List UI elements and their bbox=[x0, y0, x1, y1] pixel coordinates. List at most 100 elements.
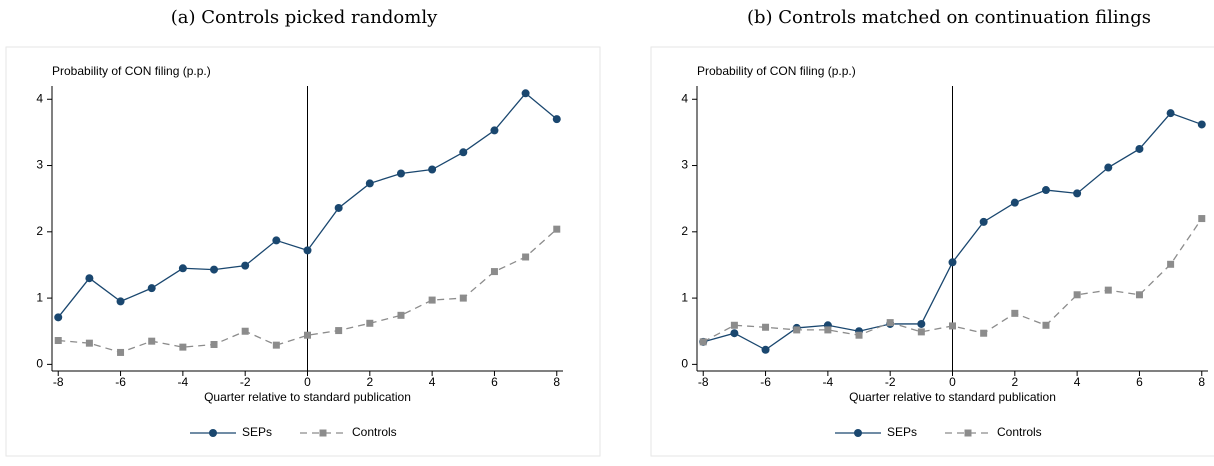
y-tick-label: 2 bbox=[681, 224, 688, 238]
marker bbox=[241, 261, 250, 270]
x-tick-label: -4 bbox=[178, 375, 189, 389]
marker bbox=[855, 331, 863, 339]
marker bbox=[272, 341, 280, 349]
marker bbox=[1104, 163, 1113, 172]
x-axis-label: Quarter relative to standard publication bbox=[849, 390, 1056, 404]
marker bbox=[490, 126, 499, 135]
marker bbox=[490, 268, 498, 276]
x-tick-label: -2 bbox=[240, 375, 251, 389]
marker bbox=[762, 323, 770, 331]
legend-label: SEPs bbox=[242, 425, 272, 439]
marker bbox=[980, 329, 988, 337]
panel-frame bbox=[5, 46, 601, 457]
marker bbox=[1167, 260, 1175, 268]
y-tick-label: 4 bbox=[681, 91, 688, 105]
legend-marker bbox=[964, 429, 972, 437]
marker bbox=[522, 253, 530, 261]
x-tick-label: -6 bbox=[115, 375, 126, 389]
marker bbox=[459, 294, 467, 302]
marker bbox=[1073, 291, 1081, 299]
marker bbox=[886, 319, 894, 327]
panel: (b) Controls matched on continuation fil… bbox=[650, 7, 1214, 457]
panel: (a) Controls picked randomly Probability … bbox=[5, 7, 601, 457]
x-tick-label: 0 bbox=[949, 375, 956, 389]
marker bbox=[793, 326, 801, 334]
x-tick-label: -6 bbox=[760, 375, 771, 389]
marker bbox=[210, 265, 219, 274]
x-tick-label: 4 bbox=[429, 375, 436, 389]
y-tick-label: 2 bbox=[36, 224, 43, 238]
marker bbox=[730, 329, 739, 338]
y-tick-label: 4 bbox=[36, 91, 43, 105]
marker bbox=[272, 236, 281, 245]
marker bbox=[917, 328, 925, 336]
marker bbox=[552, 115, 561, 124]
marker bbox=[979, 217, 988, 226]
marker bbox=[365, 179, 374, 188]
marker bbox=[1135, 144, 1144, 153]
x-tick-label: 8 bbox=[1198, 375, 1205, 389]
marker bbox=[1166, 109, 1175, 118]
marker bbox=[85, 339, 93, 347]
marker bbox=[730, 321, 738, 329]
marker bbox=[396, 169, 405, 178]
marker bbox=[54, 337, 62, 345]
panel-frame bbox=[650, 46, 1214, 457]
x-tick-label: -8 bbox=[53, 375, 64, 389]
marker bbox=[521, 89, 530, 98]
marker bbox=[148, 337, 156, 345]
marker bbox=[397, 311, 405, 319]
marker bbox=[1198, 215, 1206, 223]
series-line bbox=[58, 228, 558, 354]
marker bbox=[210, 340, 218, 348]
marker bbox=[241, 327, 249, 335]
legend-label: SEPs bbox=[887, 425, 917, 439]
x-tick-label: 6 bbox=[1136, 375, 1143, 389]
marker bbox=[179, 343, 187, 351]
marker bbox=[553, 225, 561, 233]
x-tick-label: 0 bbox=[304, 375, 311, 389]
marker bbox=[304, 331, 311, 339]
y-tick-label: 1 bbox=[36, 290, 43, 304]
y-tick-label: 1 bbox=[681, 290, 688, 304]
marker bbox=[699, 338, 707, 346]
marker bbox=[917, 319, 926, 328]
legend-marker bbox=[319, 429, 327, 437]
marker bbox=[116, 297, 125, 306]
y-tick-label: 0 bbox=[36, 357, 43, 371]
marker bbox=[428, 165, 437, 174]
marker bbox=[824, 326, 832, 334]
marker bbox=[1197, 120, 1206, 129]
marker bbox=[1041, 186, 1050, 195]
marker bbox=[1042, 321, 1050, 329]
marker bbox=[948, 258, 957, 267]
panel-title: (b) Controls matched on continuation fil… bbox=[747, 7, 1151, 28]
marker bbox=[459, 148, 468, 157]
marker bbox=[117, 348, 125, 356]
marker bbox=[1073, 189, 1082, 198]
marker bbox=[1104, 286, 1112, 294]
y-axis-label: Probability of CON filing (p.p.) bbox=[697, 64, 856, 78]
y-tick-label: 3 bbox=[36, 158, 43, 172]
marker bbox=[761, 345, 770, 354]
marker bbox=[303, 246, 312, 255]
marker bbox=[147, 284, 156, 293]
x-tick-label: 2 bbox=[366, 375, 373, 389]
legend-marker bbox=[854, 429, 862, 437]
y-tick-label: 0 bbox=[681, 357, 688, 371]
legend-label: Controls bbox=[997, 425, 1042, 439]
legend-label: Controls bbox=[352, 425, 397, 439]
x-tick-label: 6 bbox=[491, 375, 498, 389]
x-tick-label: 8 bbox=[553, 375, 560, 389]
marker bbox=[85, 274, 94, 283]
panel-title: (a) Controls picked randomly bbox=[171, 7, 438, 28]
legend-marker bbox=[209, 429, 217, 437]
marker bbox=[178, 264, 187, 273]
x-axis-label: Quarter relative to standard publication bbox=[204, 390, 411, 404]
x-tick-label: -8 bbox=[698, 375, 709, 389]
x-tick-label: -4 bbox=[823, 375, 834, 389]
marker bbox=[949, 322, 956, 330]
marker bbox=[366, 319, 374, 327]
